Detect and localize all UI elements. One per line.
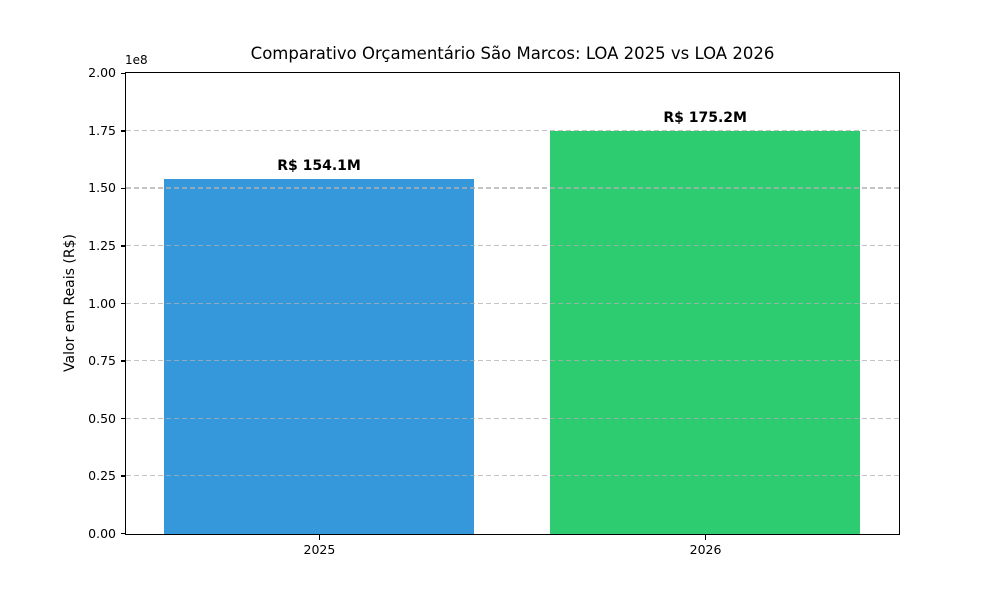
y-gridline: [126, 129, 899, 132]
y-tick-label: 0.00: [88, 525, 116, 541]
x-tick-mark: [704, 535, 707, 540]
y-tick-label: 0.75: [88, 353, 116, 369]
y-tick-label: 0.25: [88, 468, 116, 484]
bar-value-label-2026: R$ 175.2M: [663, 109, 747, 126]
y-tick-mark: [120, 302, 125, 305]
y-tick-mark: [120, 533, 125, 535]
y-tick-mark: [120, 360, 125, 362]
y-gridline: [126, 417, 899, 419]
y-gridline: [126, 302, 899, 304]
y-tick-mark: [120, 417, 125, 420]
y-tick-mark: [120, 245, 125, 247]
x-tick-mark: [318, 535, 321, 540]
y-gridline: [126, 360, 899, 362]
y-tick-mark: [120, 475, 125, 477]
bar-2026: [550, 130, 861, 534]
y-tick-label: 1.75: [88, 122, 116, 138]
y-tick-label: 1.25: [88, 237, 116, 253]
y-tick-label: 1.00: [88, 295, 116, 311]
y-tick-label: 0.50: [88, 410, 116, 426]
y-axis-offset-label: 1e8: [125, 53, 148, 67]
x-tick-label: 2026: [689, 541, 722, 557]
y-gridline: [126, 244, 899, 247]
y-tick-label: 2.00: [88, 65, 116, 81]
y-tick-mark: [120, 130, 125, 132]
bar-2025: [164, 179, 475, 534]
y-tick-mark: [120, 72, 125, 74]
y-tick-mark: [120, 187, 125, 190]
x-tick-label: 2025: [303, 541, 336, 557]
y-gridline: [126, 187, 899, 189]
chart-title: Comparativo Orçamentário São Marcos: LOA…: [250, 44, 775, 63]
bar-value-label-2025: R$ 154.1M: [277, 158, 361, 175]
plot-area: R$ 154.1M R$ 175.2M: [125, 72, 900, 535]
y-tick-label: 1.50: [88, 180, 116, 196]
y-gridline: [126, 475, 899, 477]
